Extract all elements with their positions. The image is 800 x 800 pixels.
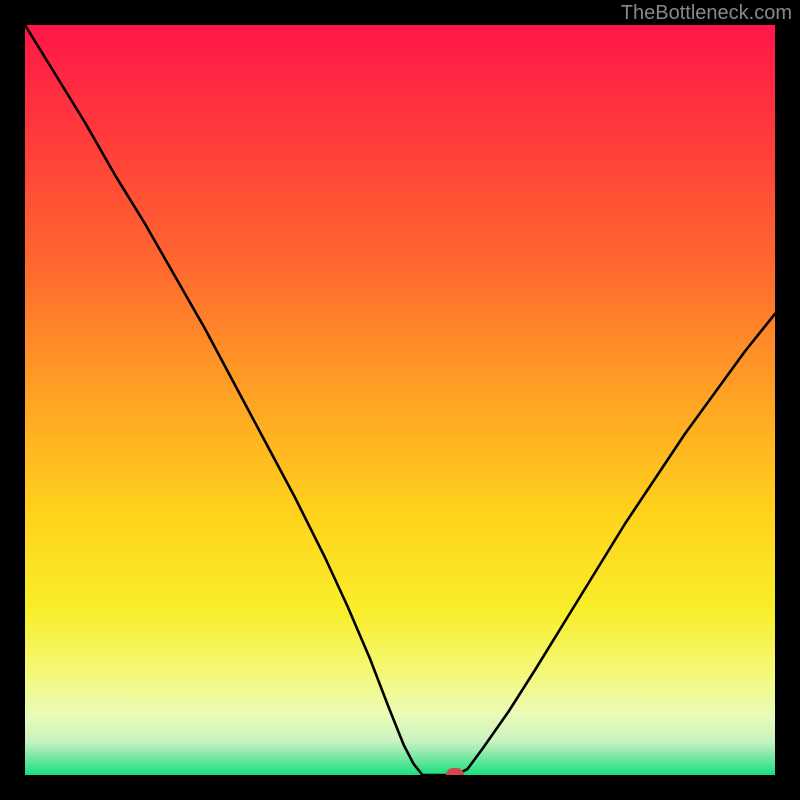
- watermark-text: TheBottleneck.com: [621, 2, 792, 25]
- optimal-point-marker: [446, 768, 464, 775]
- curve-svg: [25, 25, 775, 775]
- plot-area: [25, 25, 775, 775]
- bottleneck-curve: [25, 25, 775, 775]
